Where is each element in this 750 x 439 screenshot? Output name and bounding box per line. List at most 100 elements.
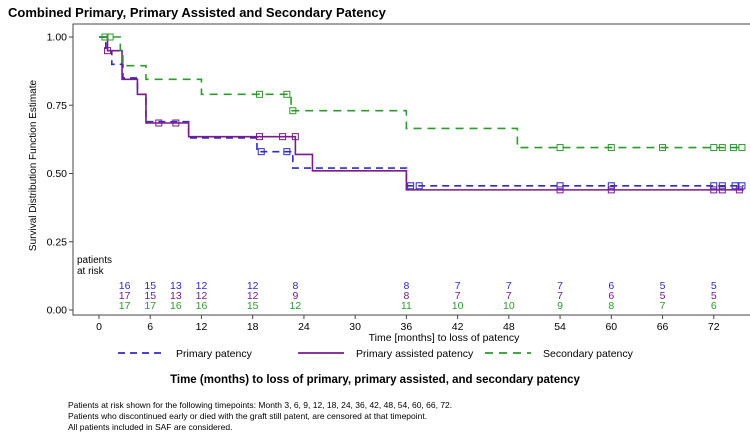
censor-mark bbox=[556, 182, 564, 190]
at-risk-value: 5 bbox=[711, 290, 717, 302]
at-risk-value: 7 bbox=[557, 290, 563, 302]
at-risk-value: 10 bbox=[452, 300, 464, 312]
legend-label-0: Primary patency bbox=[176, 348, 253, 360]
at-risk-value: 7 bbox=[506, 280, 512, 292]
x-tick-label: 48 bbox=[503, 321, 515, 333]
at-risk-value: 12 bbox=[290, 300, 302, 312]
at-risk-value: 9 bbox=[292, 290, 298, 302]
legend-label-2: Secondary patency bbox=[543, 348, 634, 360]
censor-mark bbox=[101, 33, 109, 41]
x-tick-label: 0 bbox=[96, 321, 102, 333]
at-risk-value: 6 bbox=[608, 280, 614, 292]
censor-mark bbox=[718, 182, 726, 190]
at-risk-title-1: patients bbox=[77, 255, 112, 266]
censor-mark bbox=[710, 144, 718, 152]
censor-mark bbox=[556, 186, 564, 194]
at-risk-value: 11 bbox=[401, 300, 412, 312]
y-tick-label: 0.75 bbox=[47, 100, 68, 112]
censor-mark bbox=[283, 90, 291, 98]
at-risk-value: 12 bbox=[247, 290, 259, 302]
censor-mark bbox=[172, 119, 180, 127]
at-risk-value: 15 bbox=[144, 280, 156, 292]
x-tick-label: 60 bbox=[605, 321, 617, 333]
footnotes: Patients at risk shown for the following… bbox=[68, 400, 452, 433]
y-tick-label: 0.50 bbox=[47, 168, 68, 180]
at-risk-value: 5 bbox=[660, 290, 666, 302]
at-risk-value: 7 bbox=[455, 290, 461, 302]
at-risk-value: 12 bbox=[247, 280, 259, 292]
at-risk-value: 6 bbox=[711, 300, 717, 312]
censor-mark bbox=[659, 144, 667, 152]
censor-mark bbox=[291, 133, 299, 141]
x-tick-label: 66 bbox=[657, 321, 669, 333]
censor-mark bbox=[718, 144, 726, 152]
at-risk-value: 5 bbox=[711, 280, 717, 292]
at-risk-value: 15 bbox=[144, 290, 156, 302]
at-risk-value: 16 bbox=[196, 300, 208, 312]
x-tick-label: 36 bbox=[401, 321, 413, 333]
censor-mark bbox=[710, 186, 718, 194]
at-risk-value: 8 bbox=[403, 280, 409, 292]
censor-mark bbox=[738, 144, 746, 152]
series-line-0 bbox=[99, 36, 744, 187]
censor-mark bbox=[607, 182, 615, 190]
x-tick-label: 72 bbox=[708, 321, 720, 333]
at-risk-value: 7 bbox=[557, 280, 563, 292]
at-risk-value: 12 bbox=[196, 290, 208, 302]
censor-mark bbox=[731, 182, 739, 190]
censor-mark bbox=[289, 107, 297, 115]
at-risk-value: 15 bbox=[247, 300, 259, 312]
y-tick-label: 0.25 bbox=[47, 236, 68, 248]
censor-mark bbox=[607, 186, 615, 194]
series-line-1 bbox=[99, 36, 744, 191]
chart-subtitle: Time (months) to loss of primary, primar… bbox=[170, 374, 580, 386]
censor-mark bbox=[256, 90, 264, 98]
at-risk-value: 7 bbox=[660, 300, 666, 312]
footnote-censoring: Patients who discontinued early or died … bbox=[68, 411, 428, 421]
x-tick-label: 30 bbox=[349, 321, 361, 333]
x-axis-label: Time [months] to loss of patency bbox=[369, 332, 521, 344]
at-risk-value: 8 bbox=[608, 300, 614, 312]
at-risk-value: 13 bbox=[170, 280, 182, 292]
censor-mark bbox=[279, 133, 287, 141]
km-chart: 0.00 0.25 0.50 0.75 1.00 0 6 12 18 24 30 36 42 48 54 60… bbox=[28, 23, 750, 360]
censor-mark bbox=[415, 182, 423, 190]
at-risk-title-2: at risk bbox=[77, 266, 105, 277]
at-risk-value: 17 bbox=[119, 290, 131, 302]
x-tick-label: 18 bbox=[247, 321, 259, 333]
censor-mark bbox=[407, 182, 415, 190]
at-risk-value: 8 bbox=[403, 290, 409, 302]
at-risk-value: 10 bbox=[503, 300, 515, 312]
x-tick-label: 12 bbox=[196, 321, 208, 333]
censor-mark bbox=[710, 182, 718, 190]
y-tick-label: 1.00 bbox=[47, 32, 68, 44]
footnote-timepoints: Patients at risk shown for the following… bbox=[68, 400, 453, 410]
at-risk-value: 7 bbox=[455, 280, 461, 292]
censor-mark bbox=[106, 33, 114, 41]
censor-mark bbox=[256, 133, 264, 141]
at-risk-value: 17 bbox=[144, 300, 156, 312]
at-risk-value: 8 bbox=[292, 280, 298, 292]
x-tick-label: 24 bbox=[298, 321, 310, 333]
censor-mark bbox=[729, 144, 737, 152]
x-tick-label: 42 bbox=[452, 321, 464, 333]
at-risk-value: 13 bbox=[170, 290, 182, 302]
at-risk-value: 6 bbox=[608, 290, 614, 302]
censor-mark bbox=[257, 148, 265, 156]
censor-mark bbox=[735, 186, 743, 194]
y-axis-label: Survival Distribution Function Estimate bbox=[28, 79, 39, 251]
chart-title: Combined Primary, Primary Assisted and S… bbox=[8, 5, 386, 20]
at-risk-value: 12 bbox=[196, 280, 208, 292]
at-risk-value: 16 bbox=[119, 280, 131, 292]
censor-mark bbox=[718, 186, 726, 194]
x-tick-label: 6 bbox=[147, 321, 153, 333]
plot-frame bbox=[72, 23, 750, 316]
censor-mark bbox=[104, 47, 112, 55]
footnote-population: All patients included in SAF are conside… bbox=[68, 422, 233, 432]
x-tick-label: 54 bbox=[554, 321, 566, 333]
y-tick-label: 0.00 bbox=[47, 305, 68, 317]
legend-label-1: Primary assisted patency bbox=[356, 348, 474, 360]
censor-mark bbox=[607, 144, 615, 152]
at-risk-value: 5 bbox=[660, 280, 666, 292]
censor-mark bbox=[556, 144, 564, 152]
